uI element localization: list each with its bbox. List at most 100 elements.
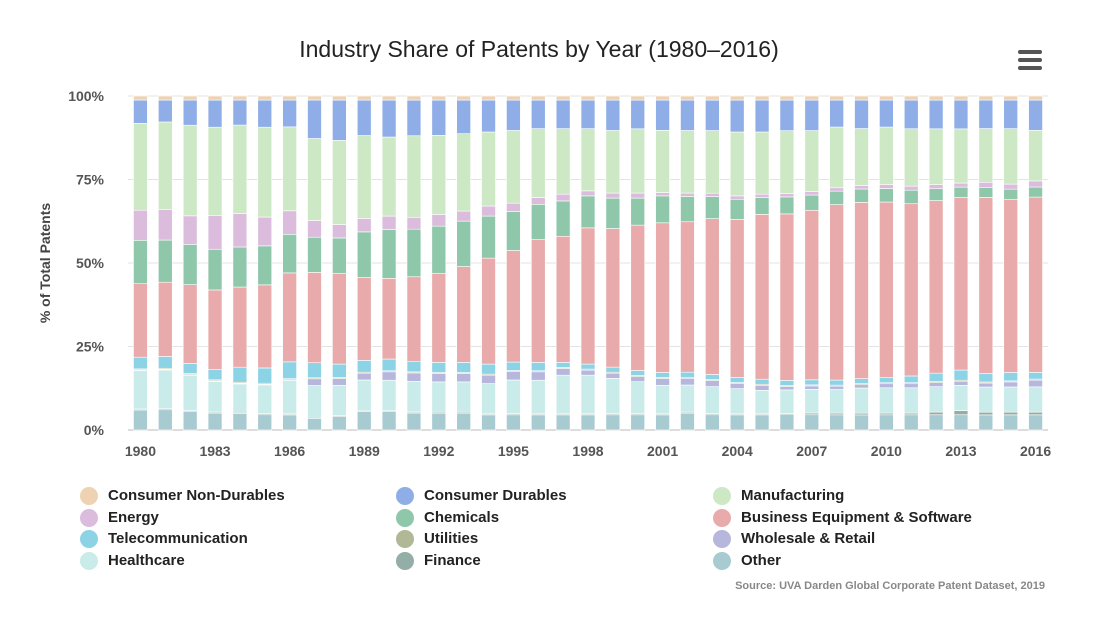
bar-segment[interactable] bbox=[158, 281, 173, 357]
bar-segment[interactable] bbox=[903, 383, 919, 389]
bar-segment[interactable] bbox=[158, 409, 173, 431]
bar-segment[interactable] bbox=[705, 99, 720, 131]
bar-segment[interactable] bbox=[978, 128, 994, 183]
bar-segment[interactable] bbox=[879, 377, 894, 384]
bar-segment[interactable] bbox=[953, 128, 969, 184]
bar-segment[interactable] bbox=[307, 378, 322, 386]
bar-segment[interactable] bbox=[605, 130, 621, 194]
bar-segment[interactable] bbox=[257, 99, 273, 128]
bar-segment[interactable] bbox=[655, 372, 670, 378]
bar-segment[interactable] bbox=[555, 200, 571, 237]
bar-segment[interactable] bbox=[356, 218, 372, 233]
bar-segment[interactable] bbox=[531, 128, 546, 198]
bar-segment[interactable] bbox=[555, 414, 571, 431]
bar-segment[interactable] bbox=[307, 99, 322, 139]
bar-segment[interactable] bbox=[953, 410, 969, 416]
bar-segment[interactable] bbox=[133, 283, 148, 358]
bar-segment[interactable] bbox=[332, 95, 347, 101]
bar-segment[interactable] bbox=[804, 130, 820, 192]
bar-segment[interactable] bbox=[307, 95, 322, 101]
bar-segment[interactable] bbox=[207, 99, 223, 128]
bar-segment[interactable] bbox=[406, 381, 422, 413]
bar-segment[interactable] bbox=[779, 130, 795, 194]
bar-segment[interactable] bbox=[680, 412, 695, 431]
bar-segment[interactable] bbox=[953, 384, 969, 411]
bar-segment[interactable] bbox=[133, 370, 148, 410]
bar-segment[interactable] bbox=[804, 99, 820, 131]
bar-segment[interactable] bbox=[332, 272, 347, 365]
bar-segment[interactable] bbox=[232, 383, 248, 413]
bar-segment[interactable] bbox=[1003, 386, 1018, 413]
bar-segment[interactable] bbox=[1003, 99, 1018, 129]
bar-segment[interactable] bbox=[555, 128, 571, 195]
bar-segment[interactable] bbox=[903, 375, 919, 384]
bar-segment[interactable] bbox=[829, 385, 844, 390]
bar-segment[interactable] bbox=[903, 95, 919, 101]
bar-segment[interactable] bbox=[1028, 180, 1043, 188]
bar-segment[interactable] bbox=[1003, 95, 1018, 101]
bar-segment[interactable] bbox=[655, 99, 670, 131]
bar-segment[interactable] bbox=[456, 210, 471, 222]
bar-segment[interactable] bbox=[754, 95, 770, 101]
bar-segment[interactable] bbox=[332, 224, 347, 239]
bar-segment[interactable] bbox=[754, 193, 770, 198]
bar-segment[interactable] bbox=[456, 95, 471, 101]
bar-segment[interactable] bbox=[580, 95, 596, 101]
bar-segment[interactable] bbox=[207, 412, 223, 431]
bar-segment[interactable] bbox=[978, 99, 994, 129]
bar-segment[interactable] bbox=[406, 228, 422, 278]
bar-segment[interactable] bbox=[531, 99, 546, 129]
bar-segment[interactable] bbox=[481, 205, 496, 217]
bar-segment[interactable] bbox=[655, 222, 670, 373]
bar-segment[interactable] bbox=[829, 95, 844, 101]
bar-segment[interactable] bbox=[531, 379, 546, 415]
bar-segment[interactable] bbox=[1003, 198, 1018, 373]
bar-segment[interactable] bbox=[1003, 414, 1018, 431]
bar-segment[interactable] bbox=[630, 370, 645, 376]
bar-segment[interactable] bbox=[506, 414, 521, 431]
bar-segment[interactable] bbox=[257, 284, 273, 369]
bar-segment[interactable] bbox=[953, 186, 969, 198]
bar-segment[interactable] bbox=[630, 128, 645, 194]
bar-segment[interactable] bbox=[456, 99, 471, 134]
bar-segment[interactable] bbox=[207, 95, 223, 101]
bar-segment[interactable] bbox=[506, 95, 521, 101]
bar-segment[interactable] bbox=[356, 360, 372, 373]
bar-segment[interactable] bbox=[381, 379, 397, 411]
bar-segment[interactable] bbox=[854, 188, 869, 203]
bar-segment[interactable] bbox=[903, 414, 919, 431]
bar-segment[interactable] bbox=[1028, 95, 1043, 101]
bar-segment[interactable] bbox=[705, 192, 720, 197]
bar-segment[interactable] bbox=[381, 229, 397, 279]
bar-segment[interactable] bbox=[381, 215, 397, 230]
bar-segment[interactable] bbox=[829, 204, 844, 381]
bar-segment[interactable] bbox=[804, 414, 820, 431]
bar-segment[interactable] bbox=[953, 414, 969, 431]
bar-segment[interactable] bbox=[456, 373, 471, 383]
bar-segment[interactable] bbox=[282, 414, 297, 431]
bar-segment[interactable] bbox=[630, 99, 645, 130]
bar-segment[interactable] bbox=[729, 377, 745, 383]
bar-segment[interactable] bbox=[406, 372, 422, 382]
bar-segment[interactable] bbox=[953, 196, 969, 371]
bar-segment[interactable] bbox=[978, 187, 994, 198]
bar-segment[interactable] bbox=[729, 198, 745, 220]
bar-segment[interactable] bbox=[829, 379, 844, 386]
bar-segment[interactable] bbox=[928, 386, 944, 413]
bar-segment[interactable] bbox=[1028, 186, 1043, 198]
bar-segment[interactable] bbox=[207, 248, 223, 291]
bar-segment[interactable] bbox=[903, 128, 919, 187]
bar-segment[interactable] bbox=[754, 390, 770, 415]
bar-segment[interactable] bbox=[729, 388, 745, 415]
bar-segment[interactable] bbox=[182, 215, 198, 245]
bar-segment[interactable] bbox=[381, 371, 397, 381]
bar-segment[interactable] bbox=[182, 374, 198, 411]
bar-segment[interactable] bbox=[282, 126, 297, 212]
bar-segment[interactable] bbox=[580, 369, 596, 376]
bar-segment[interactable] bbox=[928, 382, 944, 387]
bar-segment[interactable] bbox=[307, 385, 322, 418]
bar-segment[interactable] bbox=[307, 362, 322, 379]
bar-segment[interactable] bbox=[207, 381, 223, 413]
bar-segment[interactable] bbox=[307, 220, 322, 238]
bar-segment[interactable] bbox=[232, 124, 248, 214]
